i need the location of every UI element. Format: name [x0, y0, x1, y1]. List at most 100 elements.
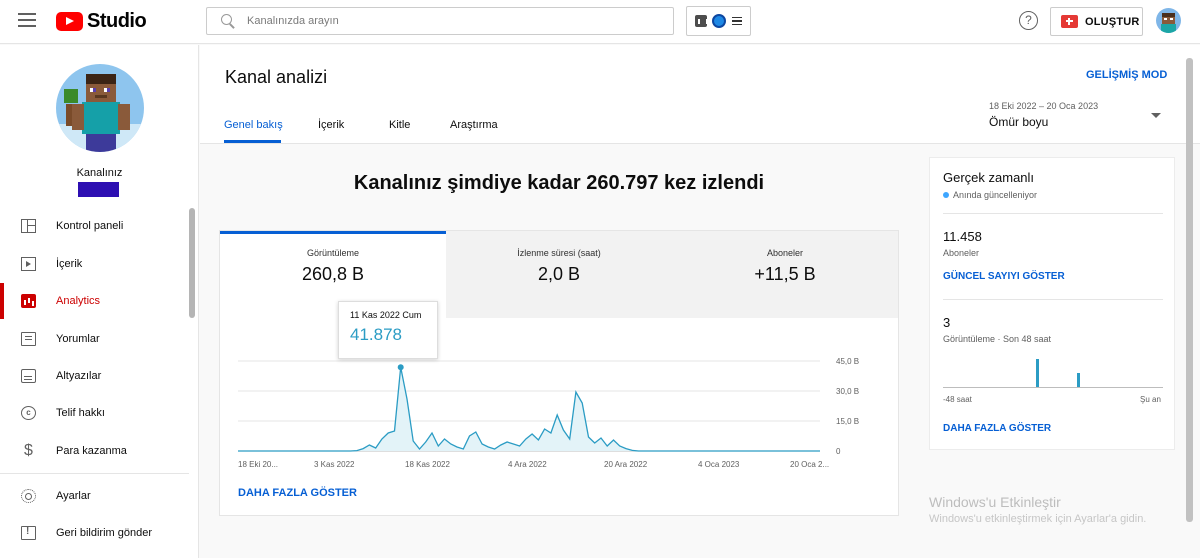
profile-avatar[interactable] — [1156, 8, 1181, 33]
metric-label: Aboneler — [766, 248, 804, 258]
metric-tab-watch-time[interactable]: İzlenme süresi (saat) 2,0 B — [446, 231, 672, 318]
realtime-bar-chart[interactable] — [943, 348, 1163, 388]
subscribers-label: Aboneler — [943, 248, 980, 258]
divider — [943, 299, 1163, 300]
page-title: Kanal analizi — [225, 67, 328, 87]
tooltip-value: 41.878 — [350, 325, 402, 344]
youtube-studio-logo[interactable]: Studio — [56, 9, 147, 32]
sidebar-item-feedback[interactable]: Geri bildirim gönder — [0, 515, 199, 551]
views-chart[interactable]: 45,0 B 30,0 B 15,0 B 0 18 Eki 20... 3 Kas 202… — [220, 351, 898, 471]
advanced-mode-button[interactable]: GELİŞMİŞ MOD — [1086, 69, 1168, 81]
x-tick-label: 4 Oca 2023 — [698, 460, 740, 469]
feedback-icon — [21, 526, 36, 540]
settings-icon — [21, 489, 36, 503]
list-icon[interactable] — [732, 17, 743, 25]
total-views-headline: Kanalınız şimdiye kadar 260.797 kez izle… — [353, 172, 765, 194]
realtime-show-more-link[interactable]: DAHA FAZLA GÖSTER — [943, 423, 1052, 434]
sidebar-item-monetization[interactable]: $ Para kazanma — [0, 433, 199, 469]
create-video-icon — [1061, 15, 1078, 28]
realtime-title: Gerçek zamanlı — [943, 170, 1035, 185]
realtime-bar — [1076, 373, 1080, 387]
search-box[interactable] — [206, 7, 674, 35]
y-tick-label: 15,0 B — [836, 417, 859, 426]
active-tab-indicator — [224, 140, 281, 143]
sidebar-item-label: Geri bildirim gönder — [56, 527, 152, 539]
metric-value: 2,0 B — [537, 264, 581, 284]
y-tick-label: 30,0 B — [836, 387, 859, 396]
sidebar-item-copyright[interactable]: c Telif hakkı — [0, 395, 199, 431]
sidebar-item-label: Altyazılar — [56, 370, 102, 382]
show-current-count-link[interactable]: GÜNCEL SAYIYI GÖSTER — [943, 271, 1065, 282]
sidebar-item-label: Yorumlar — [56, 333, 100, 345]
menu-icon[interactable] — [18, 13, 36, 27]
sidebar-item-settings[interactable]: Ayarlar — [0, 478, 199, 514]
date-range[interactable]: 18 Eki 2022 – 20 Oca 2023 — [989, 101, 1099, 111]
metric-tab-subscribers[interactable]: Aboneler +11,5 B — [672, 231, 898, 318]
x-tick-label: 18 Kas 2022 — [405, 460, 450, 469]
x-tick-label: 4 Ara 2022 — [508, 460, 547, 469]
tab-research[interactable]: Araştırma — [450, 119, 498, 131]
sidebar-item-label: Para kazanma — [56, 445, 127, 457]
sidebar-item-label: Kontrol paneli — [56, 220, 124, 232]
metric-value: +11,5 B — [754, 264, 816, 284]
chart-extension-icon[interactable] — [694, 15, 708, 27]
monetization-icon: $ — [24, 442, 33, 459]
create-label: OLUŞTUR — [1085, 15, 1140, 28]
sidebar-item-label: Telif hakkı — [56, 407, 105, 419]
sidebar-item-dashboard[interactable]: Kontrol paneli — [0, 208, 199, 244]
analytics-icon — [21, 294, 36, 308]
x-tick-label: 3 Kas 2022 — [314, 460, 355, 469]
watermark-subtitle: Windows'u etkinleştirmek için Ayarlar'a … — [929, 513, 1147, 525]
live-text: Anında güncelleniyor — [953, 190, 1038, 200]
copyright-icon: c — [21, 406, 36, 420]
tab-overview[interactable]: Genel bakış — [224, 119, 283, 131]
search-input[interactable] — [247, 15, 647, 27]
help-icon[interactable]: ? — [1019, 11, 1038, 30]
x-tick-label: 18 Eki 20... — [238, 460, 278, 469]
sidebar-item-subtitles[interactable]: Altyazılar — [0, 358, 199, 394]
divider — [943, 213, 1163, 214]
show-more-link[interactable]: DAHA FAZLA GÖSTER — [238, 487, 357, 499]
realtime-card: Gerçek zamanlı Anında güncelleniyor 11.4… — [929, 157, 1175, 450]
channel-avatar[interactable] — [56, 64, 144, 152]
metric-label: Görüntüleme — [306, 248, 360, 258]
views-count: 3 — [943, 315, 951, 330]
tab-audience[interactable]: Kitle — [389, 119, 411, 131]
sidebar-divider — [0, 473, 189, 474]
comments-icon — [21, 332, 36, 346]
x-tick-label: 20 Ara 2022 — [604, 460, 648, 469]
tab-content[interactable]: İçerik — [318, 119, 345, 131]
main-scrollbar[interactable] — [1186, 58, 1193, 522]
highlight-point — [397, 364, 404, 371]
date-period-select[interactable]: Ömür boyu — [989, 115, 1049, 129]
sidebar-item-label: Analytics — [56, 295, 101, 307]
views-label: Görüntüleme · Son 48 saat — [943, 334, 1052, 344]
sidebar: Kanalınız Kontrol paneli İçerik Analytic… — [0, 45, 199, 558]
sidebar-item-label: İçerik — [56, 258, 83, 270]
chart-tooltip: 11 Kas 2022 Cum 41.878 — [338, 301, 438, 359]
subtitles-icon — [21, 369, 36, 383]
sidebar-scrollbar[interactable] — [189, 208, 195, 318]
y-tick-label: 0 — [836, 447, 841, 456]
active-indicator — [0, 283, 4, 319]
sidebar-item-label: Ayarlar — [56, 490, 91, 502]
subscribers-count: 11.458 — [943, 229, 982, 244]
sidebar-item-comments[interactable]: Yorumlar — [0, 321, 199, 357]
search-icon[interactable] — [221, 14, 235, 28]
youtube-play-icon — [56, 11, 83, 31]
series-area — [238, 367, 820, 451]
blue-extension-icon[interactable] — [712, 14, 727, 28]
channel-label: Kanalınız — [76, 167, 123, 179]
extension-toolbar — [686, 6, 751, 36]
top-bar: Studio ? OLUŞTUR — [0, 0, 1200, 44]
y-tick-label: 45,0 B — [836, 357, 859, 366]
sidebar-item-content[interactable]: İçerik — [0, 246, 199, 282]
metric-label: İzlenme süresi (saat) — [517, 248, 601, 258]
analytics-header: Kanal analizi GELİŞMİŞ MOD Genel bakış İ… — [200, 45, 1200, 144]
chevron-down-icon[interactable] — [1151, 113, 1161, 118]
logo-text: Studio — [87, 9, 147, 32]
dashboard-icon — [21, 219, 36, 233]
sidebar-item-analytics[interactable]: Analytics — [0, 283, 199, 319]
create-button[interactable]: OLUŞTUR — [1050, 7, 1143, 36]
windows-activation-watermark: Windows'u Etkinleştir Windows'u etkinleş… — [929, 494, 1146, 525]
